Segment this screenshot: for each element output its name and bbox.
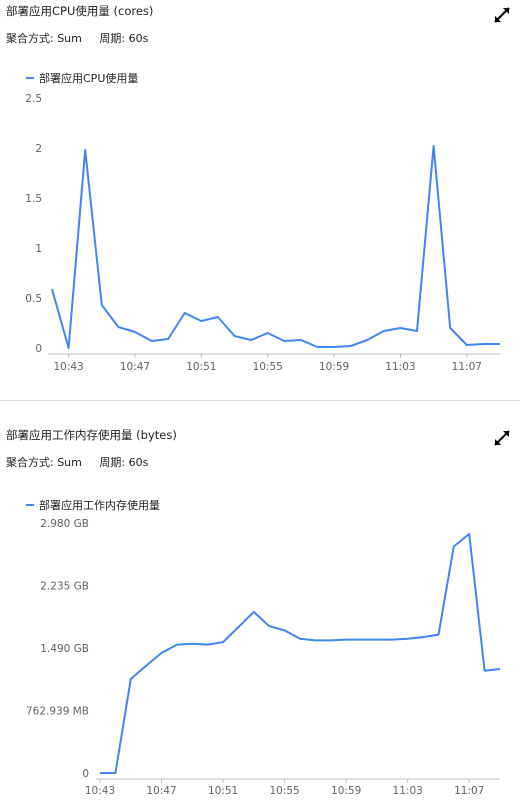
x-tick-label: 10:59 bbox=[331, 785, 361, 797]
x-tick-label: 11:07 bbox=[452, 361, 482, 373]
y-tick-label: 2.980 GB bbox=[40, 518, 89, 530]
y-tick-label: 1 bbox=[35, 243, 42, 255]
chart-meta: 聚合方式: Sum 周期: 60s bbox=[6, 30, 148, 46]
y-tick-label: 762.939 MB bbox=[26, 706, 89, 718]
chart-meta: 聚合方式: Sum 周期: 60s bbox=[6, 454, 148, 470]
memory-line-chart: 0 762.939 MB 1.490 GB 2.235 GB 2.980 GB 10:43… bbox=[26, 518, 501, 797]
y-tick-label: 0 bbox=[82, 768, 89, 780]
chart-title: 部署应用CPU使用量 (cores) bbox=[6, 4, 154, 18]
expand-icon[interactable] bbox=[492, 5, 512, 25]
y-tick-label: 1.5 bbox=[25, 193, 42, 205]
y-tick-label: 2.5 bbox=[25, 93, 42, 105]
x-tick-label: 10:43 bbox=[53, 361, 83, 373]
series-line[interactable] bbox=[100, 532, 501, 774]
cpu-chart-panel: 部署应用CPU使用量 (cores) 聚合方式: Sum 周期: 60s 部署应… bbox=[0, 0, 520, 400]
x-tick-label: 11:03 bbox=[385, 361, 415, 373]
memory-chart-panel: 部署应用工作内存使用量 (bytes) 聚合方式: Sum 周期: 60s 部署… bbox=[0, 412, 520, 805]
y-tick-label: 0 bbox=[35, 343, 42, 355]
expand-icon[interactable] bbox=[492, 428, 512, 448]
period-label: 周期: 60s bbox=[99, 32, 149, 45]
divider bbox=[0, 400, 520, 401]
x-tick-label: 10:47 bbox=[146, 785, 176, 797]
chart-legend[interactable]: 部署应用CPU使用量 bbox=[26, 70, 138, 86]
x-tick-label: 10:47 bbox=[120, 361, 150, 373]
aggregation-label: 聚合方式: Sum bbox=[6, 456, 82, 469]
x-tick-label: 10:43 bbox=[85, 785, 115, 797]
legend-label: 部署应用CPU使用量 bbox=[39, 72, 139, 85]
chart-title: 部署应用工作内存使用量 (bytes) bbox=[6, 428, 177, 442]
series-line[interactable] bbox=[51, 145, 500, 349]
x-tick-label: 10:51 bbox=[186, 361, 216, 373]
x-tick-label: 10:55 bbox=[269, 785, 299, 797]
legend-label: 部署应用工作内存使用量 bbox=[39, 499, 160, 512]
period-label: 周期: 60s bbox=[99, 456, 149, 469]
y-tick-label: 2 bbox=[35, 143, 42, 155]
x-tick-label: 10:59 bbox=[319, 361, 349, 373]
aggregation-label: 聚合方式: Sum bbox=[6, 32, 82, 45]
x-tick-label: 11:03 bbox=[393, 785, 423, 797]
x-tick-label: 10:51 bbox=[208, 785, 238, 797]
y-tick-label: 1.490 GB bbox=[40, 643, 89, 655]
legend-swatch bbox=[26, 77, 34, 79]
legend-swatch bbox=[26, 504, 34, 506]
y-tick-label: 2.235 GB bbox=[40, 581, 89, 593]
y-tick-label: 0.5 bbox=[25, 293, 42, 305]
x-tick-label: 11:07 bbox=[454, 785, 484, 797]
cpu-line-chart: 0 0.5 1 1.5 2 2.5 10:43 10:47 10:51 10:55 10:59 11:… bbox=[25, 93, 500, 373]
chart-legend[interactable]: 部署应用工作内存使用量 bbox=[26, 497, 160, 513]
x-tick-label: 10:55 bbox=[253, 361, 283, 373]
